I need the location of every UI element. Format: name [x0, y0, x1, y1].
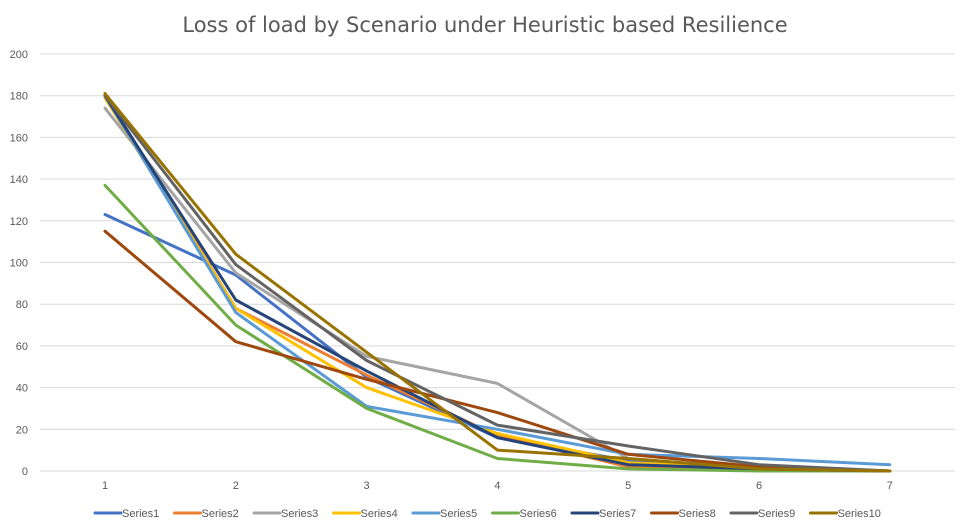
y-tick-label: 120	[10, 216, 28, 228]
y-tick-label: 140	[10, 174, 28, 186]
legend-item-series6: Series6	[491, 508, 557, 520]
legend-item-series2: Series2	[173, 508, 239, 520]
legend-label: Series2	[202, 508, 239, 520]
legend-item-series4: Series4	[332, 508, 398, 520]
y-tick-label: 40	[16, 383, 28, 395]
y-tick-label: 160	[10, 132, 28, 144]
y-tick-label: 200	[10, 49, 28, 61]
legend-label: Series10	[838, 508, 881, 520]
series-line-series6	[103, 183, 892, 473]
gridlines	[40, 53, 955, 472]
legend-label: Series3	[281, 508, 318, 520]
y-tick-label: 0	[22, 466, 28, 478]
y-tick-label: 180	[10, 91, 28, 103]
x-tick-label: 4	[494, 480, 500, 492]
legend-item-series7: Series7	[570, 508, 636, 520]
x-tick-label: 6	[756, 480, 762, 492]
x-tick-label: 1	[102, 480, 108, 492]
y-tick-label: 80	[16, 299, 28, 311]
legend-item-series3: Series3	[252, 508, 318, 520]
x-tick-label: 5	[625, 480, 631, 492]
x-tick-label: 2	[233, 480, 239, 492]
series-line-series10	[103, 92, 892, 473]
legend-label: Series7	[599, 508, 636, 520]
legend-label: Series8	[679, 508, 716, 520]
legend-item-series10: Series10	[809, 508, 881, 520]
legend-label: Series9	[758, 508, 795, 520]
y-tick-label: 20	[16, 424, 28, 436]
series-line-series8	[103, 229, 892, 473]
legend-item-series8: Series8	[650, 508, 716, 520]
legend-label: Series6	[520, 508, 557, 520]
legend: Series1 Series2 Series3 Series4 Series5 Serie…	[93, 508, 881, 520]
series-line-series9	[103, 94, 892, 473]
legend-item-series9: Series9	[729, 508, 795, 520]
x-tick-label: 7	[887, 480, 893, 492]
series-lines	[103, 92, 892, 473]
chart-title: Loss of load by Scenario under Heuristic…	[182, 13, 787, 37]
legend-label: Series5	[440, 508, 477, 520]
x-axis-ticks: 1 2 3 4 5 6 7	[102, 480, 893, 492]
series-line-series7	[103, 94, 892, 473]
legend-item-series1: Series1	[93, 508, 159, 520]
legend-item-series5: Series5	[411, 508, 477, 520]
y-tick-label: 100	[10, 258, 28, 270]
legend-label: Series4	[361, 508, 398, 520]
x-tick-label: 3	[364, 480, 370, 492]
y-tick-label: 60	[16, 341, 28, 353]
series-line-series5	[103, 94, 892, 467]
y-axis-ticks: 0 20 40 60 80 100 120 140 160 180 200	[10, 49, 28, 478]
legend-label: Series1	[122, 508, 159, 520]
